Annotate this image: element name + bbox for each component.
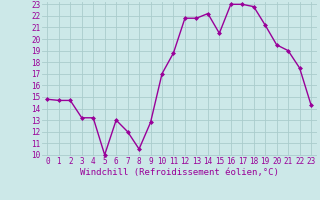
X-axis label: Windchill (Refroidissement éolien,°C): Windchill (Refroidissement éolien,°C) xyxy=(80,168,279,177)
